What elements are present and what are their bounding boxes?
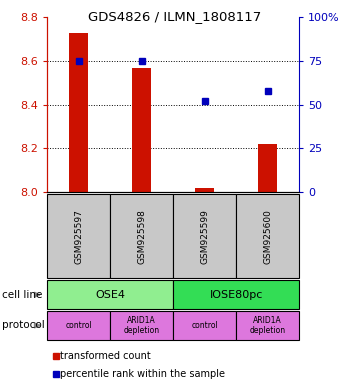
Text: ARID1A
depletion: ARID1A depletion [124, 316, 160, 335]
Text: cell line: cell line [2, 290, 42, 300]
Text: ARID1A
depletion: ARID1A depletion [250, 316, 286, 335]
Text: OSE4: OSE4 [95, 290, 125, 300]
Bar [195, 188, 214, 192]
Text: percentile rank within the sample: percentile rank within the sample [60, 369, 224, 379]
Bar [258, 144, 277, 192]
Text: GSM925597: GSM925597 [74, 209, 83, 263]
Text: control: control [65, 321, 92, 330]
Text: IOSE80pc: IOSE80pc [210, 290, 263, 300]
Text: GDS4826 / ILMN_1808117: GDS4826 / ILMN_1808117 [88, 10, 262, 23]
Text: GSM925598: GSM925598 [137, 209, 146, 263]
Text: protocol: protocol [2, 320, 44, 331]
Text: GSM925599: GSM925599 [200, 209, 209, 263]
Text: GSM925600: GSM925600 [263, 209, 272, 263]
Bar [69, 33, 88, 192]
Text: control: control [191, 321, 218, 330]
Bar [132, 68, 151, 192]
Text: transformed count: transformed count [60, 351, 150, 361]
